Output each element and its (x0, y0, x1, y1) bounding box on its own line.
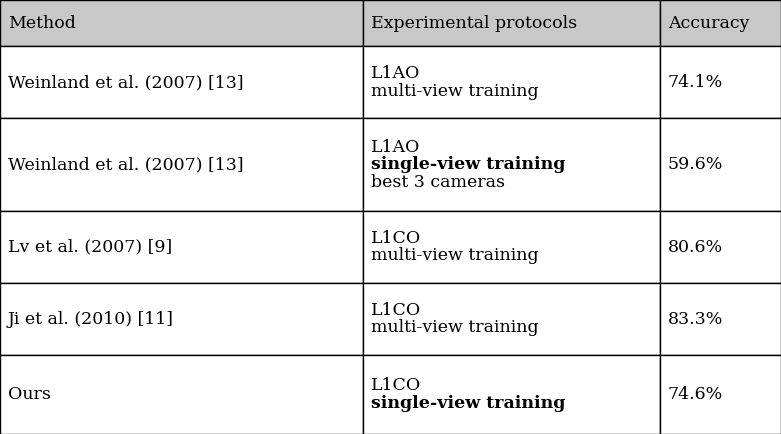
Text: Ji et al. (2010) [11]: Ji et al. (2010) [11] (8, 311, 174, 328)
Bar (660, 0, 781, 46)
Text: Lv et al. (2007) [9]: Lv et al. (2007) [9] (8, 239, 172, 256)
Bar (0, 355, 363, 434)
Bar (0, 118, 363, 211)
Bar (660, 46, 781, 118)
Text: Ours: Ours (8, 386, 51, 403)
Text: Experimental protocols: Experimental protocols (371, 15, 577, 32)
Text: L1AO: L1AO (371, 65, 420, 82)
Text: multi-view training: multi-view training (371, 247, 539, 264)
Text: L1CO: L1CO (371, 378, 421, 395)
Text: L1CO: L1CO (371, 230, 421, 247)
Text: L1CO: L1CO (371, 302, 421, 319)
Text: multi-view training: multi-view training (371, 319, 539, 336)
Text: single-view training: single-view training (371, 395, 565, 412)
Text: Weinland et al. (2007) [13]: Weinland et al. (2007) [13] (8, 156, 244, 173)
Bar (0, 283, 363, 355)
Text: Weinland et al. (2007) [13]: Weinland et al. (2007) [13] (8, 74, 244, 91)
Text: 80.6%: 80.6% (668, 239, 723, 256)
Bar (0, 46, 363, 118)
Bar (363, 283, 660, 355)
Text: best 3 cameras: best 3 cameras (371, 174, 505, 191)
Bar (363, 211, 660, 283)
Bar (660, 118, 781, 211)
Bar (363, 118, 660, 211)
Text: 74.1%: 74.1% (668, 74, 723, 91)
Text: L1AO: L1AO (371, 139, 420, 156)
Text: 74.6%: 74.6% (668, 386, 723, 403)
Bar (660, 355, 781, 434)
Bar (660, 211, 781, 283)
Bar (363, 0, 660, 46)
Text: 59.6%: 59.6% (668, 156, 723, 173)
Bar (363, 355, 660, 434)
Bar (660, 283, 781, 355)
Text: 83.3%: 83.3% (668, 311, 723, 328)
Text: Accuracy: Accuracy (668, 15, 749, 32)
Text: single-view training: single-view training (371, 156, 565, 173)
Bar (0, 0, 363, 46)
Bar (363, 46, 660, 118)
Text: multi-view training: multi-view training (371, 82, 539, 99)
Text: Method: Method (8, 15, 76, 32)
Bar (0, 211, 363, 283)
